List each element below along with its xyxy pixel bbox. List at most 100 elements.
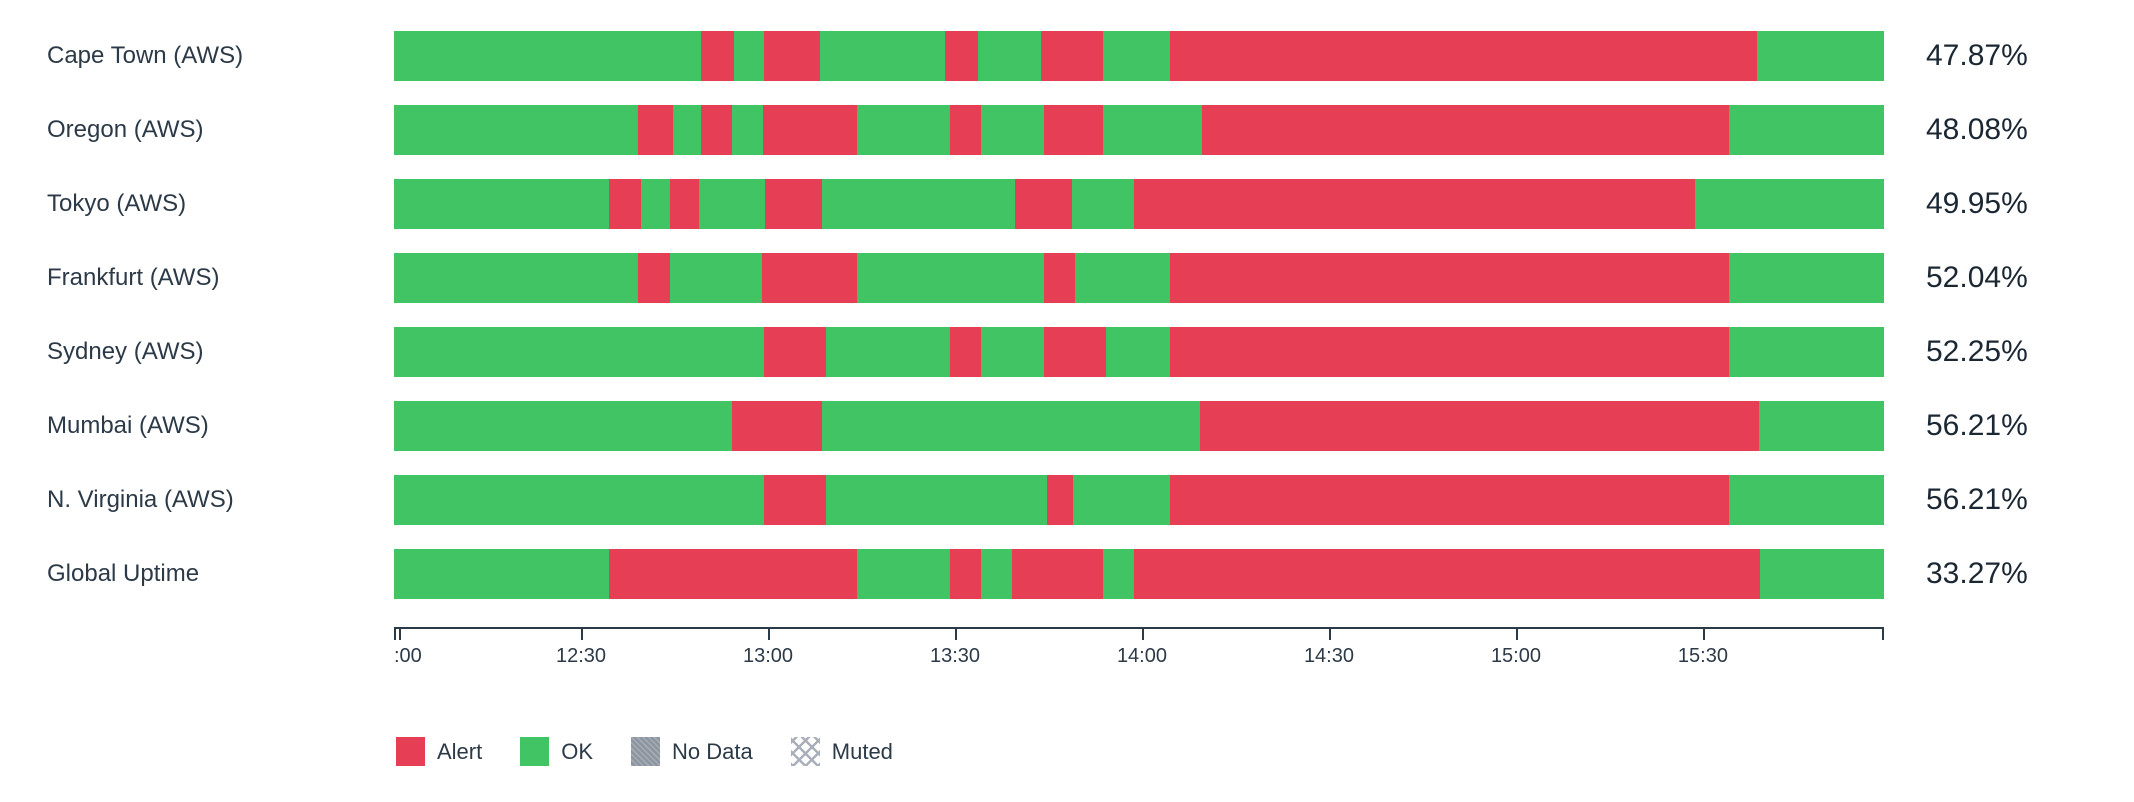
legend-label: Muted <box>831 738 893 764</box>
bar-segment-alert[interactable] <box>1201 105 1729 155</box>
time-axis: :00 12:30 13:00 13:30 14:00 14:30 15:00 15:30 <box>394 627 1884 687</box>
axis-tick <box>1515 627 1518 640</box>
uptime-row: Frankfurt (AWS) 52.04% <box>0 253 2028 303</box>
bar-segment-ok[interactable] <box>1694 179 1884 229</box>
bar-segment-ok[interactable] <box>1729 475 1884 525</box>
bar-segment-alert[interactable] <box>669 179 700 229</box>
bar-segment-alert[interactable] <box>1134 549 1761 599</box>
bar-segment-ok[interactable] <box>1757 31 1884 81</box>
bar-segment-ok[interactable] <box>1729 253 1884 303</box>
bar-segment-alert[interactable] <box>638 105 673 155</box>
bar-segment-ok[interactable] <box>394 179 609 229</box>
uptime-value: 52.25% <box>1926 335 2028 368</box>
bar-segment-alert[interactable] <box>608 179 642 229</box>
bar-segment-alert[interactable] <box>763 31 821 81</box>
bar-segment-alert[interactable] <box>700 105 733 155</box>
bar-segment-ok[interactable] <box>857 105 950 155</box>
row-label: N. Virginia (AWS) <box>47 486 234 513</box>
bar-segment-alert[interactable] <box>949 327 982 377</box>
bar-segment-ok[interactable] <box>826 475 1047 525</box>
bar-segment-ok[interactable] <box>978 31 1041 81</box>
uptime-bar[interactable] <box>394 475 1884 525</box>
bar-segment-alert[interactable] <box>949 105 981 155</box>
bar-segment-alert[interactable] <box>1170 31 1758 81</box>
bar-segment-ok[interactable] <box>826 327 950 377</box>
bar-segment-alert[interactable] <box>638 253 670 303</box>
uptime-bar[interactable] <box>394 253 1884 303</box>
bar-segment-ok[interactable] <box>1103 31 1171 81</box>
bar-segment-ok[interactable] <box>733 31 764 81</box>
bar-segment-ok[interactable] <box>1071 179 1135 229</box>
bar-segment-ok[interactable] <box>669 253 763 303</box>
bar-segment-ok[interactable] <box>820 31 946 81</box>
bar-segment-alert[interactable] <box>1015 179 1072 229</box>
bar-segment-ok[interactable] <box>981 105 1044 155</box>
uptime-bar[interactable] <box>394 105 1884 155</box>
bar-segment-alert[interactable] <box>763 105 858 155</box>
bar-segment-ok[interactable] <box>1103 105 1202 155</box>
row-label: Mumbai (AWS) <box>47 412 209 439</box>
bar-segment-ok[interactable] <box>394 549 609 599</box>
bar-segment-ok[interactable] <box>394 327 764 377</box>
bar-segment-alert[interactable] <box>1170 475 1730 525</box>
bar-segment-ok[interactable] <box>1728 105 1884 155</box>
bar-segment-ok[interactable] <box>1729 327 1884 377</box>
uptime-bar[interactable] <box>394 31 1884 81</box>
bar-segment-alert[interactable] <box>1012 549 1104 599</box>
bar-segment-alert[interactable] <box>949 549 982 599</box>
legend-swatch-muted-icon <box>790 737 820 766</box>
bar-segment-ok[interactable] <box>394 253 639 303</box>
uptime-bar[interactable] <box>394 179 1884 229</box>
legend-label: No Data <box>672 738 753 764</box>
bar-segment-alert[interactable] <box>1170 327 1729 377</box>
uptime-value: 49.95% <box>1926 187 2028 220</box>
bar-segment-ok[interactable] <box>641 179 670 229</box>
uptime-bar[interactable] <box>394 401 1884 451</box>
bar-segment-alert[interactable] <box>762 253 858 303</box>
bar-segment-alert[interactable] <box>1043 253 1075 303</box>
uptime-bar[interactable] <box>394 549 1884 599</box>
bar-segment-ok[interactable] <box>857 253 1044 303</box>
legend-swatch-no_data-icon <box>631 737 661 766</box>
bar-segment-ok[interactable] <box>1073 475 1171 525</box>
bar-segment-ok[interactable] <box>672 105 701 155</box>
uptime-bar[interactable] <box>394 327 1884 377</box>
bar-segment-ok[interactable] <box>699 179 765 229</box>
bar-segment-alert[interactable] <box>1043 105 1104 155</box>
bar-segment-ok[interactable] <box>1103 549 1135 599</box>
bar-segment-ok[interactable] <box>857 549 950 599</box>
bar-segment-ok[interactable] <box>394 475 764 525</box>
bar-segment-ok[interactable] <box>732 105 764 155</box>
uptime-row: Global Uptime 33.27% <box>0 549 2028 599</box>
row-label: Global Uptime <box>47 560 200 587</box>
bar-segment-alert[interactable] <box>1170 253 1730 303</box>
bar-segment-ok[interactable] <box>821 179 1016 229</box>
bar-segment-alert[interactable] <box>1040 31 1104 81</box>
bar-segment-ok[interactable] <box>981 549 1013 599</box>
bar-segment-alert[interactable] <box>764 179 822 229</box>
bar-segment-alert[interactable] <box>763 475 827 525</box>
bar-segment-ok[interactable] <box>394 31 701 81</box>
axis-tick-label: 14:30 <box>1303 645 1354 667</box>
uptime-value: 48.08% <box>1926 113 2028 146</box>
bar-segment-ok[interactable] <box>1758 401 1884 451</box>
bar-segment-alert[interactable] <box>763 327 827 377</box>
bar-segment-ok[interactable] <box>981 327 1044 377</box>
bar-segment-alert[interactable] <box>700 31 734 81</box>
bar-segment-alert[interactable] <box>608 549 858 599</box>
bar-segment-alert[interactable] <box>1200 401 1759 451</box>
legend-item-ok: OK <box>520 737 593 766</box>
bar-segment-alert[interactable] <box>732 401 822 451</box>
bar-segment-alert[interactable] <box>1043 327 1107 377</box>
uptime-rows: Cape Town (AWS) 47.87% Oregon (AWS) 48.08% T… <box>0 31 2028 623</box>
bar-segment-alert[interactable] <box>945 31 979 81</box>
bar-segment-ok[interactable] <box>394 105 639 155</box>
bar-segment-alert[interactable] <box>1046 475 1074 525</box>
bar-segment-alert[interactable] <box>1134 179 1695 229</box>
bar-segment-ok[interactable] <box>1074 253 1171 303</box>
bar-segment-ok[interactable] <box>1106 327 1171 377</box>
bar-segment-ok[interactable] <box>821 401 1201 451</box>
bar-segment-ok[interactable] <box>394 401 733 451</box>
bar-segment-ok[interactable] <box>1760 549 1884 599</box>
row-label: Oregon (AWS) <box>47 116 204 143</box>
